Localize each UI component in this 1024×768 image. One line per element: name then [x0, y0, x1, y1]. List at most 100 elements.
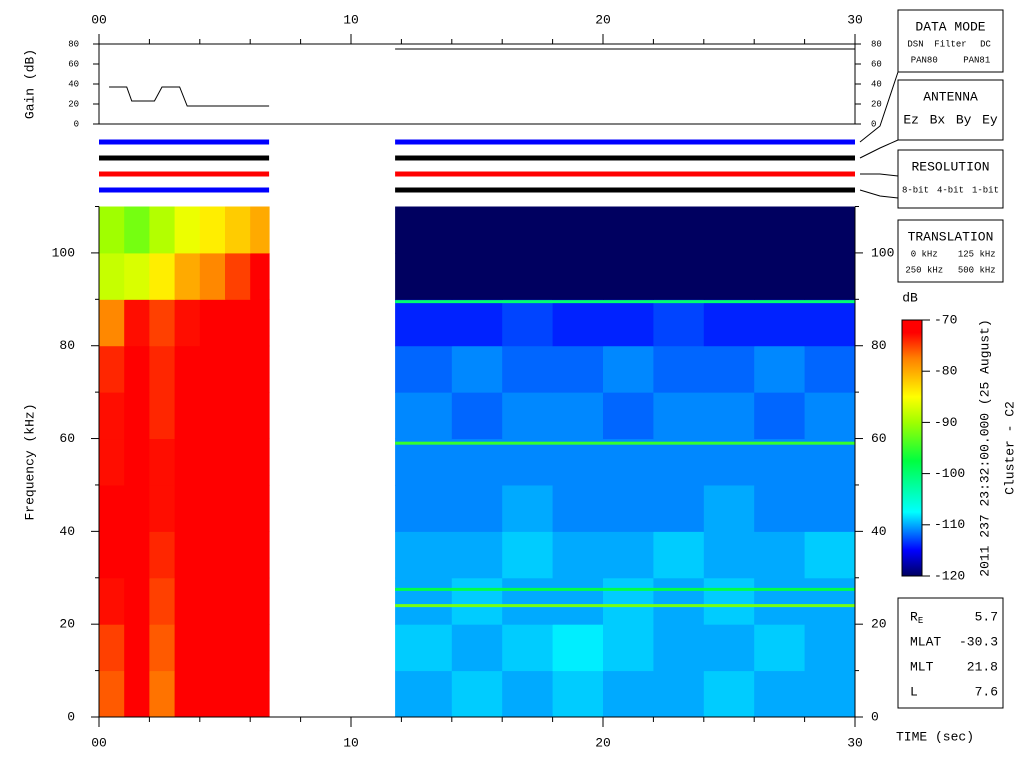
heat-cell: [754, 670, 806, 718]
heat-cell: [703, 252, 755, 300]
heat-cell: [703, 484, 755, 532]
heat-cell: [804, 299, 856, 347]
x-tick-label-top: 10: [343, 12, 359, 27]
heat-cell: [603, 345, 654, 393]
heat-cell: [703, 577, 755, 625]
y-tick-label: 80: [59, 338, 75, 353]
gain-tick-label: 40: [68, 79, 79, 89]
heat-cell: [804, 670, 856, 718]
heat-cell: [149, 670, 176, 718]
heat-cell: [225, 670, 251, 718]
heat-cell: [653, 438, 705, 486]
heat-cell: [703, 438, 755, 486]
heat-cell: [225, 484, 251, 532]
heat-cell: [174, 392, 201, 440]
heat-cell: [250, 531, 270, 579]
y-tick-label: 60: [871, 431, 887, 446]
legend-item: 125 kHz: [958, 249, 996, 259]
heat-cell: [804, 484, 856, 532]
legend-panel: [897, 219, 1004, 283]
heat-cell: [225, 392, 251, 440]
heat-cell: [451, 299, 503, 347]
heat-cell: [395, 624, 453, 672]
heat-cell: [703, 345, 755, 393]
heat-cell: [552, 624, 604, 672]
heat-cell: [174, 345, 201, 393]
heat-cell: [754, 438, 806, 486]
heat-cell: [502, 670, 554, 718]
heat-cell: [603, 392, 654, 440]
heat-cell: [99, 438, 125, 486]
heat-cell: [99, 299, 125, 347]
heat-cell: [99, 484, 125, 532]
legend-item: 0 kHz: [911, 249, 938, 259]
heat-cell: [250, 438, 270, 486]
heat-cell: [603, 299, 654, 347]
legend-item: Ey: [982, 112, 998, 127]
heat-cell: [225, 345, 251, 393]
heat-cell: [149, 252, 176, 300]
heat-cell: [199, 299, 226, 347]
gain-frame: [98, 43, 856, 125]
heat-cell: [124, 438, 150, 486]
legend-title: DATA MODE: [915, 19, 985, 34]
legend-panel: [897, 79, 1004, 141]
heat-cell: [754, 345, 806, 393]
heat-cell: [99, 345, 125, 393]
x-tick-label: 10: [343, 735, 359, 750]
heat-cell: [199, 206, 226, 254]
legend-panel: [897, 9, 1004, 73]
gain-tick-label: 80: [68, 39, 79, 49]
heat-cell: [149, 345, 176, 393]
heat-cell: [653, 670, 705, 718]
heat-cell: [451, 252, 503, 300]
legend-title: RESOLUTION: [911, 159, 989, 174]
heat-cell: [754, 206, 806, 254]
heat-cell: [552, 252, 604, 300]
heat-cell: [754, 624, 806, 672]
heat-cell: [552, 484, 604, 532]
legend-item: 4-bit: [937, 185, 964, 195]
heat-cell: [552, 577, 604, 625]
heat-cell: [552, 438, 604, 486]
legend-item: DC: [980, 39, 991, 49]
heat-cell: [149, 299, 176, 347]
heat-cell: [653, 531, 705, 579]
x-tick-label: 20: [595, 735, 611, 750]
emission-line: [395, 441, 855, 445]
heat-cell: [451, 206, 503, 254]
heat-cell: [703, 206, 755, 254]
gain-tick-label: 60: [871, 59, 882, 69]
heat-cell: [250, 392, 270, 440]
heat-cell: [502, 531, 554, 579]
emission-line: [395, 587, 855, 591]
heat-cell: [603, 206, 654, 254]
heat-cell: [653, 252, 705, 300]
colorbar-label: dB: [902, 290, 918, 305]
heat-cell: [124, 577, 150, 625]
heat-cell: [99, 252, 125, 300]
colorbar-tick-label: -80: [934, 364, 957, 379]
orbit-label: MLT: [910, 659, 934, 674]
y-tick-label: 0: [871, 709, 879, 724]
orbit-label: RE: [910, 609, 923, 626]
emission-line: [395, 300, 855, 304]
heat-cell: [502, 206, 554, 254]
heat-cell: [149, 206, 176, 254]
heat-cell: [451, 670, 503, 718]
heat-cell: [149, 624, 176, 672]
gain-tick-label: 80: [871, 39, 882, 49]
heat-cell: [149, 438, 176, 486]
gain-line: [109, 48, 855, 107]
heat-cell: [250, 299, 270, 347]
heat-cell: [451, 531, 503, 579]
colorbar-tick-label: -110: [934, 517, 965, 532]
heat-cell: [395, 206, 453, 254]
gain-tick-label: 60: [68, 59, 79, 69]
heat-cell: [603, 252, 654, 300]
heat-cell: [149, 484, 176, 532]
heat-cell: [502, 438, 554, 486]
heat-cell: [99, 577, 125, 625]
heat-cell: [174, 484, 201, 532]
gain-label: Gain (dB): [22, 49, 37, 119]
